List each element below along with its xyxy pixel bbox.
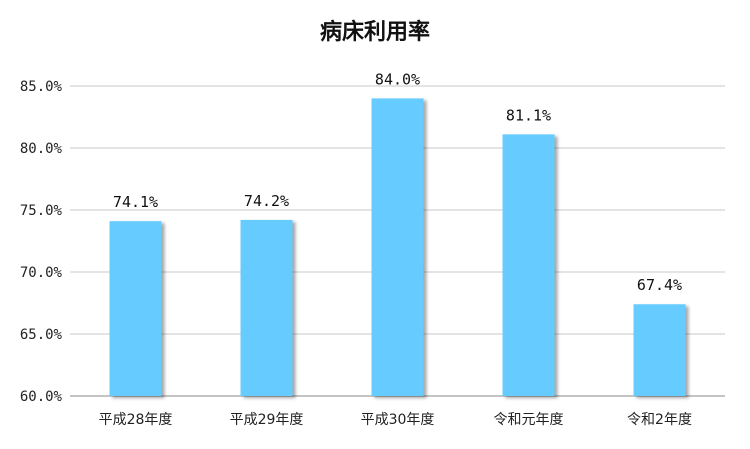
category-label: 令和元年度 [494,412,564,428]
x-axis: 平成28年度 平成29年度 平成30年度 令和元年度 令和2年度 [99,412,692,428]
data-label: 74.2% [244,192,289,210]
category-label: 令和2年度 [627,412,692,428]
y-tick-label: 80.0% [20,141,63,157]
data-label: 84.0% [375,70,420,88]
y-tick-label: 75.0% [20,203,63,219]
y-tick-label: 70.0% [20,265,63,281]
chart-title: 病床利用率 [319,20,430,45]
bar [109,221,162,396]
bar [633,304,686,396]
data-label: 81.1% [506,106,551,124]
y-tick-label: 65.0% [20,327,63,343]
data-label: 74.1% [113,193,158,211]
category-label: 平成29年度 [230,412,304,428]
data-label: 67.4% [637,276,682,294]
bar [240,219,293,396]
y-tick-label: 85.0% [20,79,63,95]
y-axis: 60.0% 65.0% 70.0% 75.0% 80.0% 85.0% [20,79,63,405]
category-label: 平成30年度 [361,412,435,428]
bar [502,134,555,397]
data-labels: 74.1% 74.2% 84.0% 81.1% 67.4% [113,70,682,294]
bars [109,98,686,397]
y-tick-label: 60.0% [20,389,63,405]
bar [371,98,424,397]
category-label: 平成28年度 [99,412,173,428]
